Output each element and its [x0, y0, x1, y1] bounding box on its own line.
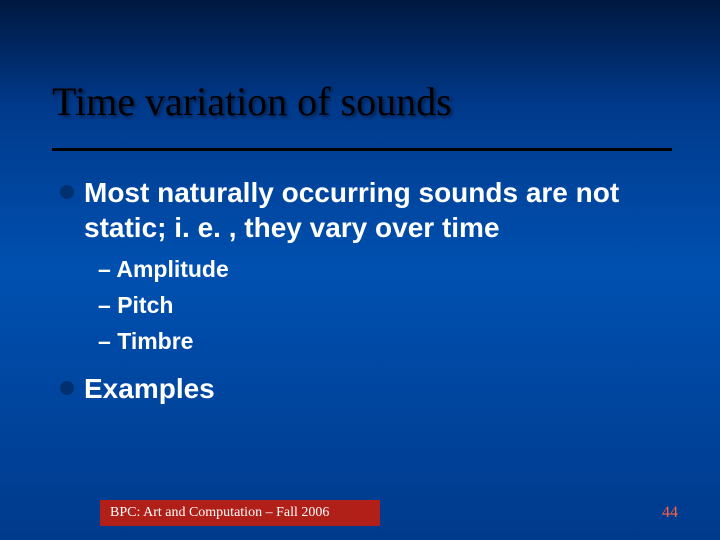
sub-bullet-item: Timbre [98, 327, 680, 357]
footer-text: BPC: Art and Computation – Fall 2006 [110, 505, 329, 521]
sub-bullet-item: Amplitude [98, 255, 680, 285]
bullet-item: Examples [60, 371, 680, 406]
page-number: 44 [662, 504, 678, 522]
bullet-dot-icon [60, 381, 74, 395]
bullet-text: Most naturally occurring sounds are not … [84, 175, 680, 245]
slide-title: Time variation of sounds [52, 78, 452, 125]
content-area: Most naturally occurring sounds are not … [60, 175, 680, 416]
bullet-dot-icon [60, 185, 74, 199]
bullet-item: Most naturally occurring sounds are not … [60, 175, 680, 245]
bullet-text: Examples [84, 371, 215, 406]
title-underline [52, 148, 672, 151]
sub-bullet-item: Pitch [98, 291, 680, 321]
footer-bar: BPC: Art and Computation – Fall 2006 [100, 500, 380, 526]
footer: BPC: Art and Computation – Fall 2006 44 [0, 500, 720, 526]
slide: Time variation of sounds Most naturally … [0, 0, 720, 540]
